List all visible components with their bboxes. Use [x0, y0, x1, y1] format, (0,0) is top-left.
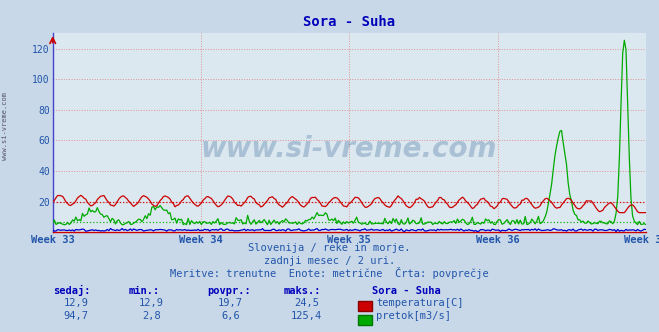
Text: sedaj:: sedaj:	[53, 285, 90, 296]
Text: 125,4: 125,4	[291, 311, 322, 321]
Text: pretok[m3/s]: pretok[m3/s]	[376, 311, 451, 321]
Text: Sora - Suha: Sora - Suha	[372, 286, 441, 296]
Text: 19,7: 19,7	[218, 298, 243, 308]
Text: povpr.:: povpr.:	[208, 286, 251, 296]
Text: 94,7: 94,7	[63, 311, 88, 321]
Text: 6,6: 6,6	[221, 311, 240, 321]
Text: min.:: min.:	[129, 286, 159, 296]
Title: Sora - Suha: Sora - Suha	[303, 15, 395, 29]
Text: www.si-vreme.com: www.si-vreme.com	[2, 92, 9, 160]
Text: Meritve: trenutne  Enote: metrične  Črta: povprečje: Meritve: trenutne Enote: metrične Črta: …	[170, 267, 489, 279]
Text: 12,9: 12,9	[139, 298, 164, 308]
Text: 24,5: 24,5	[294, 298, 319, 308]
Text: Slovenija / reke in morje.: Slovenija / reke in morje.	[248, 243, 411, 253]
Text: maks.:: maks.:	[283, 286, 321, 296]
Text: temperatura[C]: temperatura[C]	[376, 298, 464, 308]
Text: 12,9: 12,9	[63, 298, 88, 308]
Text: 2,8: 2,8	[142, 311, 161, 321]
Text: zadnji mesec / 2 uri.: zadnji mesec / 2 uri.	[264, 256, 395, 266]
Text: www.si-vreme.com: www.si-vreme.com	[201, 135, 498, 163]
